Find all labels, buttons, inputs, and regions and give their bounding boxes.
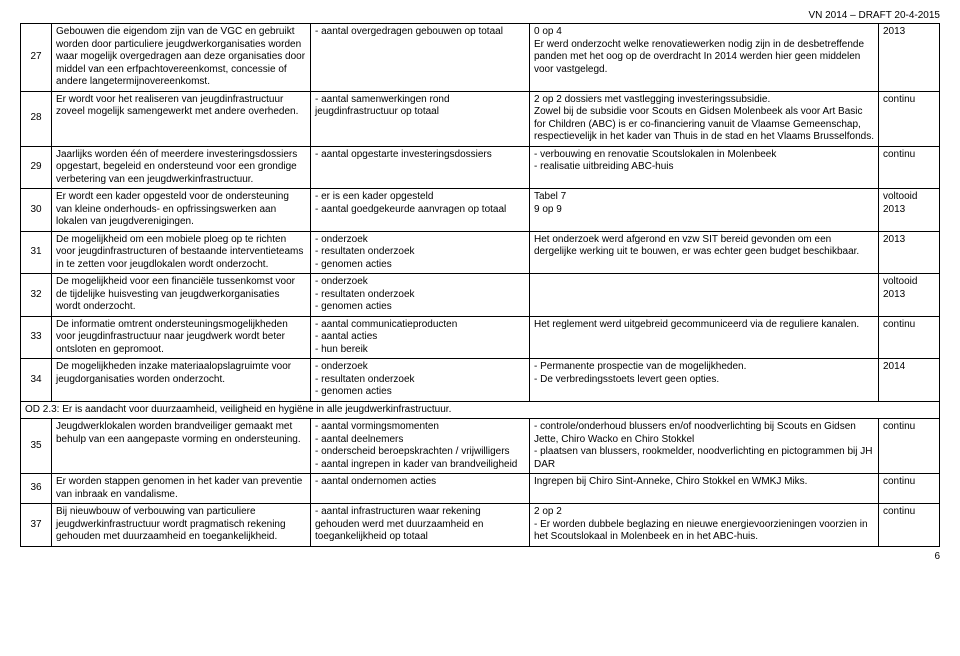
row-indicator: - aantal opgestarte investeringsdossiers (311, 146, 530, 189)
table-row: 30Er wordt een kader opgesteld voor de o… (21, 189, 940, 232)
row-number: 31 (21, 231, 52, 274)
row-indicator: - onderzoek - resultaten onderzoek - gen… (311, 359, 530, 402)
row-year: 2013 (879, 231, 940, 274)
table-row: 29Jaarlijks worden één of meerdere inves… (21, 146, 940, 189)
row-description: Er wordt een kader opgesteld voor de ond… (52, 189, 311, 232)
table-row: 34De mogelijkheden inzake materiaalopsla… (21, 359, 940, 402)
row-result: - controle/onderhoud blussers en/of nood… (530, 419, 879, 474)
table-row: 31De mogelijkheid om een mobiele ploeg o… (21, 231, 940, 274)
row-result: - verbouwing en renovatie Scoutslokalen … (530, 146, 879, 189)
section-header: OD 2.3: Er is aandacht voor duurzaamheid… (21, 401, 940, 419)
row-number: 32 (21, 274, 52, 317)
header-right: VN 2014 – DRAFT 20-4-2015 (20, 10, 940, 21)
row-year: 2014 (879, 359, 940, 402)
row-description: Jaarlijks worden één of meerdere investe… (52, 146, 311, 189)
table-row: 35Jeugdwerklokalen worden brandveiliger … (21, 419, 940, 474)
row-indicator: - aantal vormingsmomenten - aantal deeln… (311, 419, 530, 474)
row-number: 34 (21, 359, 52, 402)
row-indicator: - aantal infrastructuren waar rekening g… (311, 504, 530, 547)
table-row: 28Er wordt voor het realiseren van jeugd… (21, 91, 940, 146)
row-indicator: - onderzoek - resultaten onderzoek - gen… (311, 274, 530, 317)
row-indicator: - aantal communicatieproducten - aantal … (311, 316, 530, 359)
row-description: De mogelijkheid voor een financiële tuss… (52, 274, 311, 317)
row-year: 2013 (879, 24, 940, 92)
row-description: Jeugdwerklokalen worden brandveiliger ge… (52, 419, 311, 474)
row-number: 36 (21, 474, 52, 504)
table-row: 36Er worden stappen genomen in het kader… (21, 474, 940, 504)
row-result: - Permanente prospectie van de mogelijkh… (530, 359, 879, 402)
main-table: 27Gebouwen die eigendom zijn van de VGC … (20, 23, 940, 547)
row-description: Gebouwen die eigendom zijn van de VGC en… (52, 24, 311, 92)
row-number: 33 (21, 316, 52, 359)
row-year: voltooid 2013 (879, 274, 940, 317)
row-number: 28 (21, 91, 52, 146)
row-year: continu (879, 91, 940, 146)
row-description: De mogelijkheid om een mobiele ploeg op … (52, 231, 311, 274)
row-number: 37 (21, 504, 52, 547)
row-year: voltooid 2013 (879, 189, 940, 232)
row-number: 29 (21, 146, 52, 189)
page-number: 6 (20, 551, 940, 562)
row-number: 27 (21, 24, 52, 92)
row-description: Er worden stappen genomen in het kader v… (52, 474, 311, 504)
table-row: 27Gebouwen die eigendom zijn van de VGC … (21, 24, 940, 92)
row-result: Ingrepen bij Chiro Sint-Anneke, Chiro St… (530, 474, 879, 504)
row-description: Bij nieuwbouw of verbouwing van particul… (52, 504, 311, 547)
row-description: Er wordt voor het realiseren van jeugdin… (52, 91, 311, 146)
row-year: continu (879, 419, 940, 474)
row-year: continu (879, 504, 940, 547)
row-description: De informatie omtrent ondersteuningsmoge… (52, 316, 311, 359)
row-indicator: - onderzoek - resultaten onderzoek - gen… (311, 231, 530, 274)
row-year: continu (879, 146, 940, 189)
table-row: 32De mogelijkheid voor een financiële tu… (21, 274, 940, 317)
row-indicator: - er is een kader opgesteld - aantal goe… (311, 189, 530, 232)
row-result: 2 op 2 - Er worden dubbele beglazing en … (530, 504, 879, 547)
row-result: Het onderzoek werd afgerond en vzw SIT b… (530, 231, 879, 274)
row-result: 2 op 2 dossiers met vastlegging invester… (530, 91, 879, 146)
row-result (530, 274, 879, 317)
table-row: 33De informatie omtrent ondersteuningsmo… (21, 316, 940, 359)
table-row: 37Bij nieuwbouw of verbouwing van partic… (21, 504, 940, 547)
row-year: continu (879, 316, 940, 359)
row-result: Het reglement werd uitgebreid gecommunic… (530, 316, 879, 359)
row-number: 30 (21, 189, 52, 232)
row-indicator: - aantal ondernomen acties (311, 474, 530, 504)
row-indicator: - aantal overgedragen gebouwen op totaal (311, 24, 530, 92)
row-number: 35 (21, 419, 52, 474)
row-indicator: - aantal samenwerkingen rond jeugdinfras… (311, 91, 530, 146)
row-description: De mogelijkheden inzake materiaalopslagr… (52, 359, 311, 402)
row-result: 0 op 4 Er werd onderzocht welke renovati… (530, 24, 879, 92)
row-year: continu (879, 474, 940, 504)
row-result: Tabel 7 9 op 9 (530, 189, 879, 232)
